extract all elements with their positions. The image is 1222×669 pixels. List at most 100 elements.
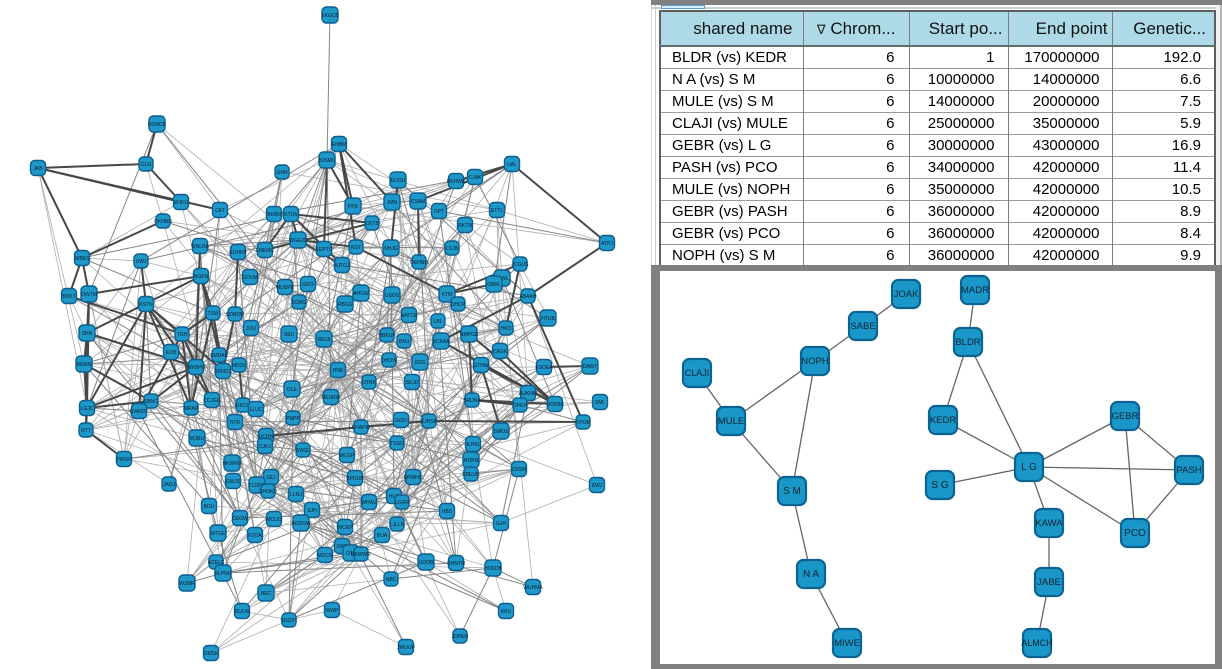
svg-text:DLE: DLE (287, 387, 297, 393)
svg-text:SEJ: SEJ (266, 475, 276, 481)
svg-text:JOU: JOU (246, 326, 256, 332)
svg-text:GLG: GLG (141, 162, 152, 168)
svg-text:BJSMU: BJSMU (319, 158, 336, 164)
svg-text:DHCP: DHCP (451, 302, 466, 308)
svg-text:OWTM: OWTM (81, 292, 97, 298)
svg-text:SEPTC: SEPTC (316, 247, 333, 253)
svg-text:MRAP: MRAP (184, 406, 199, 412)
svg-text:KSTN: KSTN (139, 302, 153, 308)
svg-text:AUKNM: AUKNM (519, 391, 537, 397)
svg-text:PPS: PPS (348, 204, 359, 210)
svg-text:AHGW: AHGW (353, 291, 369, 297)
svg-text:CCJGG: CCJGG (203, 398, 221, 404)
svg-text:OPEH: OPEH (513, 403, 528, 409)
svg-text:HKWRU: HKWRU (223, 461, 242, 467)
svg-text:CJAK: CJAK (469, 175, 482, 181)
svg-text:HLG: HLG (389, 494, 399, 500)
svg-text:SABE: SABE (850, 321, 875, 332)
svg-text:SMOS: SMOS (494, 429, 509, 435)
svg-text:KTM: KTM (442, 292, 453, 298)
svg-text:KKU: KKU (501, 609, 512, 615)
svg-text:NMPGE: NMPGE (460, 332, 479, 338)
svg-text:TSSO: TSSO (390, 441, 404, 447)
svg-text:BKBN: BKBN (267, 212, 281, 218)
svg-text:CLAJI: CLAJI (685, 368, 710, 378)
svg-text:SWB: SWB (336, 544, 348, 550)
svg-text:AJTGJ: AJTGJ (334, 263, 350, 269)
svg-text:RKHWE: RKHWE (447, 179, 466, 185)
svg-text:TGH: TGH (177, 332, 188, 338)
svg-text:GGD: GGD (395, 418, 407, 424)
svg-text:NBC: NBC (386, 577, 397, 583)
svg-text:BEMN: BEMN (77, 362, 92, 368)
svg-text:KBEUD: KBEUD (462, 472, 480, 478)
svg-text:LLNJ: LLNJ (290, 492, 302, 498)
svg-text:LJLLN: LJLLN (390, 522, 405, 528)
svg-text:N A: N A (803, 569, 819, 580)
svg-text:ABAAH: ABAAH (520, 294, 537, 300)
svg-text:WTGE: WTGE (211, 531, 227, 537)
svg-text:DONCR: DONCR (148, 122, 167, 128)
svg-text:EWJ: EWJ (592, 483, 603, 489)
svg-text:ESOEA: ESOEA (535, 365, 553, 371)
svg-text:WWP: WWP (326, 608, 339, 614)
svg-text:SGGPT: SGGPT (280, 618, 298, 624)
svg-text:WNLRA: WNLRA (191, 244, 210, 250)
svg-text:LSJB: LSJB (446, 246, 459, 252)
svg-text:RELB: RELB (317, 337, 331, 343)
svg-text:MUDPE: MUDPE (276, 285, 295, 291)
svg-text:CSAM: CSAM (411, 199, 425, 205)
svg-text:PWGP: PWGP (116, 457, 132, 463)
svg-text:ALMCH: ALMCH (1021, 638, 1053, 648)
svg-text:OODBK: OODBK (546, 402, 565, 408)
svg-text:RULW: RULW (235, 609, 250, 615)
svg-text:BDKT: BDKT (62, 294, 75, 300)
svg-text:JOAK: JOAK (894, 289, 919, 300)
svg-text:KTLW: KTLW (284, 212, 298, 218)
svg-text:EUOU: EUOU (391, 178, 406, 184)
svg-text:SEU: SEU (284, 332, 295, 338)
svg-text:LGJC: LGJC (81, 406, 94, 412)
svg-text:HBS: HBS (442, 509, 453, 515)
svg-text:EJHSP: EJHSP (421, 419, 438, 425)
svg-text:BPWHC: BPWHC (404, 475, 423, 481)
svg-text:HBKUP: HBKUP (378, 333, 396, 339)
svg-text:EKWWR: EKWWR (351, 552, 371, 558)
svg-text:BEC: BEC (261, 591, 272, 597)
svg-text:WLGP: WLGP (340, 453, 355, 459)
svg-text:SDRDM: SDRDM (226, 312, 244, 318)
svg-text:SJH: SJH (307, 508, 317, 514)
svg-text:KGT: KGT (351, 245, 361, 251)
svg-text:GTHW: GTHW (473, 363, 489, 369)
svg-text:SWSL: SWSL (296, 448, 310, 454)
svg-text:GRO: GRO (302, 282, 314, 288)
svg-text:RLPNG: RLPNG (214, 571, 231, 577)
svg-text:LBL: LBL (434, 319, 443, 325)
svg-text:MCUO: MCUO (266, 517, 281, 523)
svg-text:WKBPO: WKBPO (187, 365, 206, 371)
svg-text:L G: L G (1021, 462, 1037, 473)
svg-text:HKO: HKO (501, 326, 512, 332)
svg-text:EHAPW: EHAPW (352, 425, 371, 431)
svg-text:MULE: MULE (718, 416, 744, 427)
svg-text:WJBU: WJBU (190, 436, 205, 442)
svg-text:NTOA: NTOA (248, 533, 262, 539)
svg-text:S G: S G (931, 480, 948, 491)
svg-text:MCCN: MCCN (318, 553, 333, 559)
svg-text:RKTN: RKTN (458, 223, 472, 229)
svg-text:GJH: GJH (496, 521, 506, 527)
svg-text:OHNTM: OHNTM (447, 561, 465, 567)
svg-text:RTT: RTT (81, 428, 91, 434)
svg-text:MDOL: MDOL (232, 363, 247, 369)
svg-text:GNH: GNH (276, 170, 288, 176)
svg-text:NTR: NTR (230, 420, 241, 426)
svg-text:UCHN: UCHN (259, 434, 274, 440)
svg-text:JABE: JABE (1037, 577, 1061, 588)
svg-text:S M: S M (783, 486, 801, 497)
svg-text:GWRDT: GWRDT (130, 409, 149, 415)
svg-text:USOS: USOS (385, 293, 400, 299)
svg-text:BCKAA: BCKAA (433, 339, 451, 345)
svg-text:CASK: CASK (493, 349, 507, 355)
svg-text:MIWE: MIWE (834, 638, 860, 649)
svg-text:HNE: HNE (333, 368, 344, 374)
